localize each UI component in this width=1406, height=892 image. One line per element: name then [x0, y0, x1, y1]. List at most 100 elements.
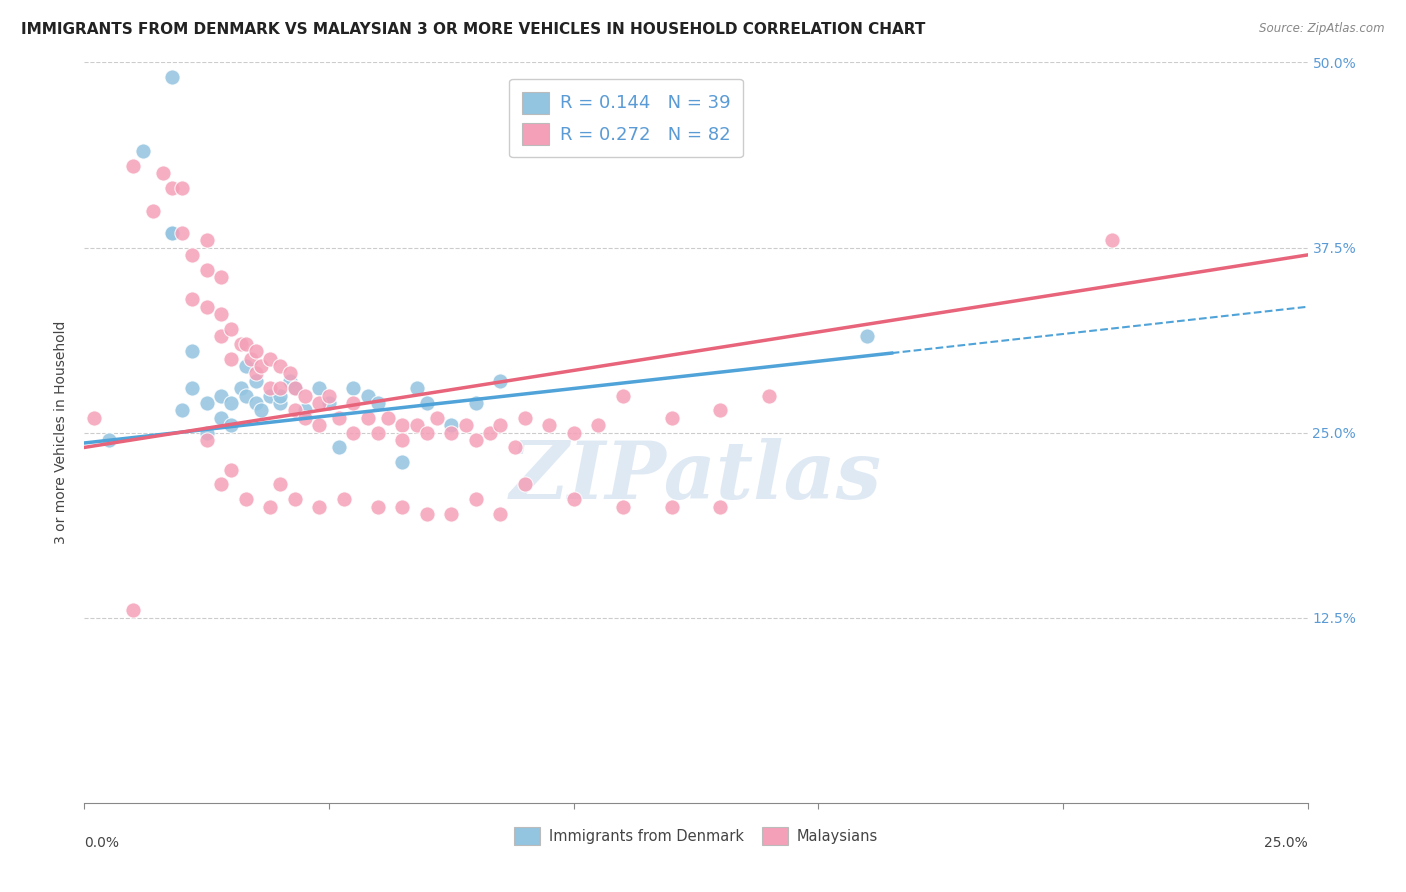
Point [562, 492, 585, 507]
Point [562, 425, 585, 440]
Point [219, 396, 242, 410]
Point [284, 492, 307, 507]
Point [367, 500, 389, 514]
Point [489, 374, 512, 388]
Point [259, 381, 281, 395]
Point [172, 403, 194, 417]
Point [229, 336, 252, 351]
Point [586, 418, 609, 433]
Point [284, 381, 307, 395]
Point [181, 344, 204, 359]
Point [661, 500, 683, 514]
Text: ZIPatlas: ZIPatlas [510, 438, 882, 516]
Point [249, 403, 271, 417]
Point [377, 410, 399, 425]
Point [416, 507, 439, 521]
Point [259, 500, 281, 514]
Point [318, 396, 340, 410]
Point [269, 396, 291, 410]
Point [308, 500, 330, 514]
Point [367, 425, 389, 440]
Point [209, 388, 232, 402]
Point [612, 500, 634, 514]
Point [259, 351, 281, 366]
Point [513, 477, 536, 491]
Point [162, 181, 184, 195]
Point [181, 381, 204, 395]
Point [391, 500, 413, 514]
Text: IMMIGRANTS FROM DENMARK VS MALAYSIAN 3 OR MORE VEHICLES IN HOUSEHOLD CORRELATION: IMMIGRANTS FROM DENMARK VS MALAYSIAN 3 O… [21, 22, 925, 37]
Text: 25.0%: 25.0% [1264, 836, 1308, 850]
Point [357, 388, 380, 402]
Point [328, 441, 350, 455]
Point [406, 418, 429, 433]
Point [342, 396, 364, 410]
Point [332, 492, 354, 507]
Point [195, 300, 218, 314]
Point [269, 388, 291, 402]
Point [219, 418, 242, 433]
Point [391, 433, 413, 447]
Point [308, 381, 330, 395]
Point [83, 410, 105, 425]
Point [142, 203, 165, 218]
Point [249, 359, 271, 373]
Point [391, 455, 413, 469]
Point [195, 396, 218, 410]
Point [489, 418, 512, 433]
Point [709, 403, 731, 417]
Point [229, 381, 252, 395]
Point [426, 410, 449, 425]
Point [245, 374, 267, 388]
Point [391, 418, 413, 433]
Point [195, 233, 218, 247]
Point [162, 226, 184, 240]
Point [122, 159, 145, 173]
Point [235, 388, 257, 402]
Point [416, 396, 439, 410]
Point [1101, 233, 1123, 247]
Point [440, 507, 463, 521]
Point [284, 403, 307, 417]
Point [294, 410, 316, 425]
Point [132, 145, 155, 159]
Point [219, 462, 242, 476]
Point [209, 270, 232, 285]
Point [269, 381, 291, 395]
Point [479, 425, 502, 440]
Point [357, 410, 380, 425]
Point [513, 410, 536, 425]
Point [172, 226, 194, 240]
Point [209, 477, 232, 491]
Y-axis label: 3 or more Vehicles in Household: 3 or more Vehicles in Household [55, 321, 69, 544]
Point [464, 492, 486, 507]
Point [661, 410, 683, 425]
Point [181, 248, 204, 262]
Point [503, 441, 526, 455]
Point [856, 329, 879, 343]
Point [308, 396, 330, 410]
Point [162, 226, 184, 240]
Point [269, 359, 291, 373]
Point [219, 322, 242, 336]
Point [342, 425, 364, 440]
Point [342, 381, 364, 395]
Point [97, 433, 120, 447]
Point [440, 425, 463, 440]
Point [440, 418, 463, 433]
Point [454, 418, 477, 433]
Text: Source: ZipAtlas.com: Source: ZipAtlas.com [1260, 22, 1385, 36]
Point [294, 388, 316, 402]
Point [195, 425, 218, 440]
Point [245, 396, 267, 410]
Point [464, 433, 486, 447]
Point [709, 500, 731, 514]
Point [284, 381, 307, 395]
Point [464, 396, 486, 410]
Point [269, 477, 291, 491]
Point [172, 181, 194, 195]
Point [294, 403, 316, 417]
Point [328, 410, 350, 425]
Point [209, 307, 232, 321]
Point [406, 381, 429, 395]
